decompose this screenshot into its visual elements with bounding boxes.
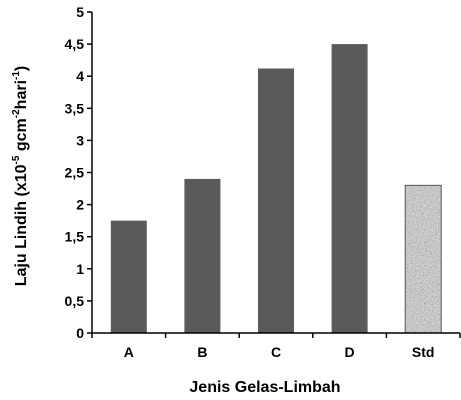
y-tick-label: 3,5	[65, 100, 85, 116]
x-tick-label: A	[124, 344, 134, 360]
y-axis-title-mid2: hari	[13, 80, 30, 109]
x-tick-label: D	[345, 344, 355, 360]
bar-c	[258, 68, 294, 333]
y-tick-label: 2	[76, 197, 84, 213]
bars-group	[110, 44, 442, 334]
y-tick-label: 0,5	[65, 293, 85, 309]
bar-d	[331, 44, 368, 333]
y-axis-title-mid: gcm	[13, 118, 30, 155]
x-tick-label: C	[271, 344, 281, 360]
y-tick-label: 3	[76, 132, 84, 148]
y-tick-label: 1	[76, 261, 84, 277]
y-axis-title: Laju Lindih (x10-5 gcm-2hari-1)	[11, 66, 30, 287]
y-tick-label: 5	[76, 4, 84, 20]
x-tick-label: Std	[412, 344, 435, 360]
bar-a	[110, 220, 147, 333]
y-axis-title-prefix: Laju Lindih (x10	[13, 164, 30, 286]
y-tick-label: 0	[76, 325, 84, 341]
bar-std	[405, 185, 442, 333]
y-tick-label: 4	[76, 68, 84, 84]
x-axis-title: Jenis Gelas-Limbah	[189, 379, 340, 396]
y-tick-label: 1,5	[65, 229, 85, 245]
y-axis-title-sup1: -5	[11, 155, 22, 164]
y-axis-title-sup3: -1	[11, 71, 22, 80]
x-tick-label: B	[197, 344, 207, 360]
y-axis-title-suffix: )	[13, 66, 30, 71]
x-axis: A B C D Std	[91, 332, 461, 360]
y-tick-label: 2,5	[65, 165, 85, 181]
y-tick-label: 4,5	[65, 36, 85, 52]
bar-b	[184, 178, 221, 333]
y-axis-title-sup2: -2	[11, 109, 22, 118]
y-axis: 0 0,5 1 1,5 2 2,5 3 3,5 4 4,5 5	[65, 4, 93, 341]
